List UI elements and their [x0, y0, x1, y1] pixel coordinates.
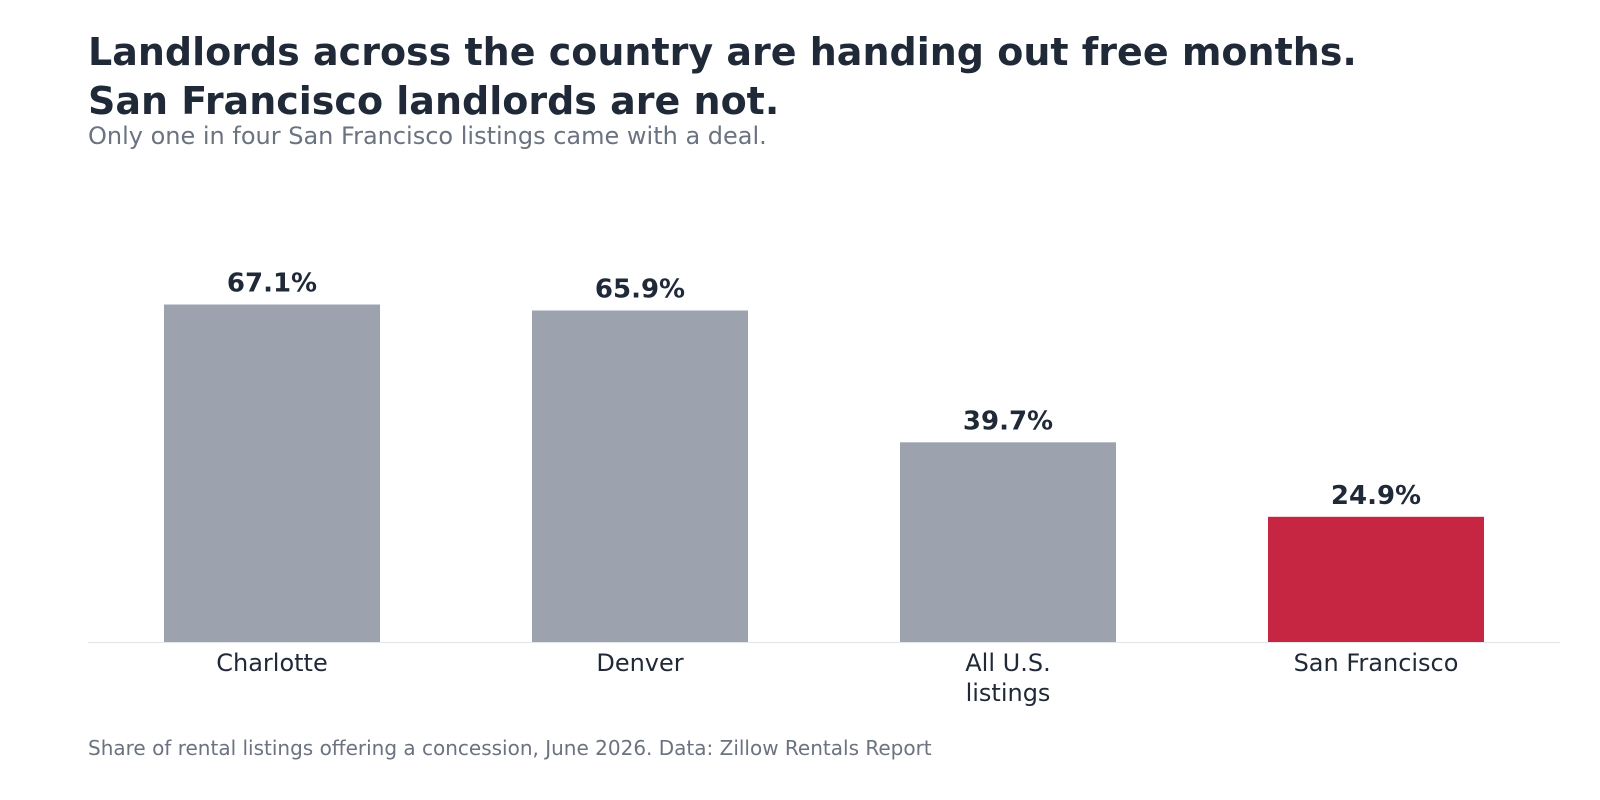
x-tick-label-line: All U.S. [965, 649, 1050, 677]
chart-title: Landlords across the country are handing… [88, 28, 1357, 126]
chart-footnote: Share of rental listings offering a conc… [88, 736, 932, 760]
x-tick-label-line: San Francisco [1294, 649, 1459, 677]
bar-charlotte [164, 304, 380, 642]
chart-title-line-2: San Francisco landlords are not. [88, 79, 780, 123]
x-tick-label: All U.S. listings [965, 649, 1050, 707]
data-label: 39.7% [963, 406, 1053, 436]
x-tick-label-line: Denver [596, 649, 683, 677]
data-label: 65.9% [595, 275, 685, 305]
x-tick-label: San Francisco [1294, 649, 1459, 677]
chart-subtitle: Only one in four San Francisco listings … [88, 122, 767, 150]
x-tick-label: Charlotte [216, 649, 327, 677]
x-tick-label-line: listings [966, 679, 1051, 707]
bar-denver [532, 310, 748, 642]
bar-san-francisco [1268, 516, 1484, 642]
data-label: 67.1% [227, 269, 317, 299]
x-tick-label-line: Charlotte [216, 649, 327, 677]
data-label: 24.9% [1331, 481, 1421, 511]
x-tick-label: Denver [596, 649, 683, 677]
chart-title-line-1: Landlords across the country are handing… [88, 30, 1357, 74]
bar-all-u-s-listings [900, 442, 1116, 642]
